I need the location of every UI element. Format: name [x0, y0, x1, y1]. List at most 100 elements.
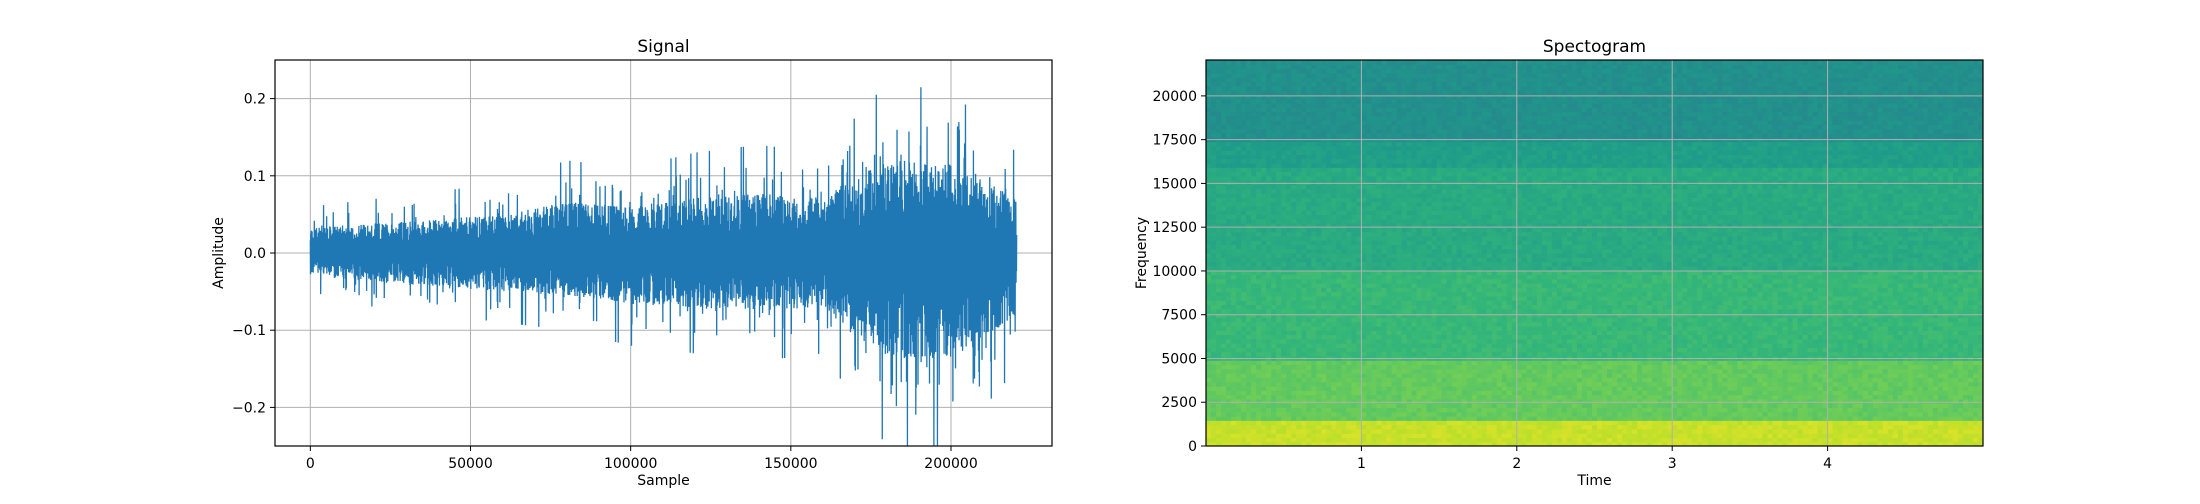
spectrogram-cell — [1361, 334, 1367, 339]
spectrogram-cell — [1883, 352, 1889, 357]
spectrogram-cell — [1256, 412, 1262, 417]
spectrogram-cell — [1261, 416, 1267, 421]
spectrogram-cell — [1482, 334, 1488, 339]
spectrogram-cell — [1592, 360, 1598, 365]
spectrogram-cell — [1592, 407, 1598, 412]
spectrogram-cell — [1231, 373, 1237, 378]
spectrogram-cell — [1216, 407, 1222, 412]
spectrogram-cell — [1828, 326, 1834, 331]
spectrogram-cell — [1888, 373, 1894, 378]
spectrogram-cell — [1216, 425, 1222, 430]
spectrogram-cell — [1482, 352, 1488, 357]
spectrogram-cell — [1276, 386, 1282, 391]
spectrogram-cell — [1757, 407, 1763, 412]
spectrogram-cell — [1412, 334, 1418, 339]
spectrogram-cell — [1281, 365, 1287, 370]
spectrogram-cell — [1487, 309, 1493, 314]
spectrogram-cell — [1386, 330, 1392, 335]
spectrogram-cell — [1437, 433, 1443, 438]
spectrogram-cell — [1612, 309, 1618, 314]
spectrogram-cell — [1281, 425, 1287, 430]
spectrogram-cell — [1311, 322, 1317, 327]
spectrogram-cell — [1216, 369, 1222, 374]
spectrogram-cell — [1788, 412, 1794, 417]
spectrogram-cell — [1702, 416, 1708, 421]
spectrogram-cell — [1376, 352, 1382, 357]
spectrogram-cell — [1742, 365, 1748, 370]
spectrogram-cell — [1432, 317, 1438, 322]
spectrogram-cell — [1562, 425, 1568, 430]
spectrogram-cell — [1953, 360, 1959, 365]
spectrogram-cell — [1597, 433, 1603, 438]
spectrogram-cell — [1286, 352, 1292, 357]
spectrogram-cell — [1396, 369, 1402, 374]
spectrogram-cell — [1602, 317, 1608, 322]
spectrogram-cell — [1717, 382, 1723, 387]
spectrogram-cell — [1296, 313, 1302, 318]
spectrogram-cell — [1662, 360, 1668, 365]
spectrogram-cell — [1522, 390, 1528, 395]
spectrogram-cell — [1291, 317, 1297, 322]
spectrogram-cell — [1346, 322, 1352, 327]
spectrogram-cell — [1727, 360, 1733, 365]
spectrogram-cell — [1587, 369, 1593, 374]
spectrogram-cell — [1677, 407, 1683, 412]
spectrogram-cell — [1893, 313, 1899, 318]
spectrogram-cell — [1973, 326, 1979, 331]
spectrogram-cell — [1517, 382, 1523, 387]
spectrogram-cell — [1722, 382, 1728, 387]
spectrogram-cell — [1261, 343, 1267, 348]
spectrogram-cell — [1346, 377, 1352, 382]
spectrogram-cell — [1567, 399, 1573, 404]
spectrogram-cell — [1843, 343, 1849, 348]
spectrogram-cell — [1256, 425, 1262, 430]
spectrogram-cell — [1261, 437, 1267, 442]
spectrogram-cell — [1652, 352, 1658, 357]
spectrogram-cell — [1702, 390, 1708, 395]
spectrogram-cell — [1482, 322, 1488, 327]
spectrogram-cell — [1216, 330, 1222, 335]
spectrogram-cell — [1381, 437, 1387, 442]
spectrogram-cell — [1943, 373, 1949, 378]
spectrogram-cell — [1517, 360, 1523, 365]
spectrogram-cell — [1316, 343, 1322, 348]
spectrogram-cell — [1953, 390, 1959, 395]
spectrogram-cell — [1968, 382, 1974, 387]
spectrogram-cell — [1833, 309, 1839, 314]
spectrogram-cell — [1316, 399, 1322, 404]
spectrogram-cell — [1843, 386, 1849, 391]
spectrogram-cell — [1642, 330, 1648, 335]
spectrogram-cell — [1637, 343, 1643, 348]
spectrogram-cell — [1361, 313, 1367, 318]
spectrogram-cell — [1828, 382, 1834, 387]
spectrogram-cell — [1843, 425, 1849, 430]
spectrogram-cell — [1552, 347, 1558, 352]
spectrogram-cell — [1211, 347, 1217, 352]
spectrogram-cell — [1883, 343, 1889, 348]
spectrogram-cell — [1457, 369, 1463, 374]
spectrogram-cell — [1627, 313, 1633, 318]
spectrogram-cell — [1281, 326, 1287, 331]
spectrogram-cell — [1281, 309, 1287, 314]
spectrogram-cell — [1747, 407, 1753, 412]
spectrogram-cell — [1853, 334, 1859, 339]
spectrogram-cell — [1281, 373, 1287, 378]
spectrogram-cell — [1868, 365, 1874, 370]
spectrogram-cell — [1582, 382, 1588, 387]
spectrogram-cell — [1627, 352, 1633, 357]
spectrogram-cell — [1943, 433, 1949, 438]
spectrogram-cell — [1888, 382, 1894, 387]
spectrogram-cell — [1943, 420, 1949, 425]
spectrogram-cell — [1948, 326, 1954, 331]
spectrogram-cell — [1958, 429, 1964, 434]
spectrogram-cell — [1502, 330, 1508, 335]
spectrogram-cell — [1567, 317, 1573, 322]
spectrogram-cell — [1833, 360, 1839, 365]
spectrogram-cell — [1552, 322, 1558, 327]
spectrogram-cell — [1331, 326, 1337, 331]
spectrogram-cell — [1371, 365, 1377, 370]
spectrogram-cell — [1782, 309, 1788, 314]
spectrogram-cell — [1853, 382, 1859, 387]
spectrogram-cell — [1422, 373, 1428, 378]
spectrogram-cell — [1482, 330, 1488, 335]
